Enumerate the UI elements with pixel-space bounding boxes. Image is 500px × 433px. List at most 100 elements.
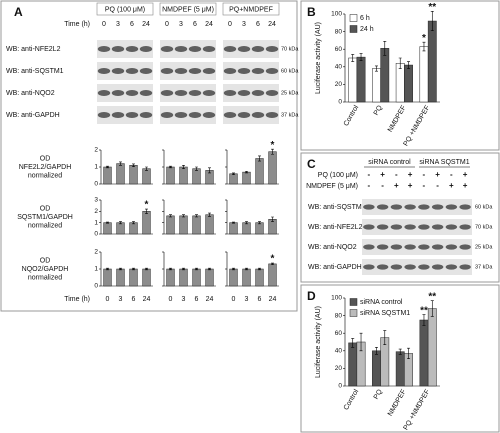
- error-bar: [119, 267, 122, 271]
- x-tick-label: PQ: [373, 104, 384, 117]
- blot-band: [418, 244, 430, 250]
- error-bar: [383, 330, 387, 345]
- y-axis-label: NFE2L2/GAPDH: [19, 164, 72, 171]
- kda-marker: 70 kDa: [281, 46, 299, 52]
- error-bar: [359, 332, 363, 352]
- bar: [129, 268, 138, 287]
- treatment-sign: -: [423, 181, 426, 190]
- blot: [362, 219, 472, 235]
- blot-band: [111, 46, 125, 52]
- significance-mark: *: [145, 200, 149, 211]
- bar: [142, 168, 151, 185]
- y-tick-label: 100: [331, 295, 342, 302]
- time-label: 6: [132, 296, 136, 303]
- blot-band: [237, 112, 251, 118]
- blot: [160, 40, 216, 58]
- x-tick-label: Control: [343, 388, 361, 411]
- y-tick-label: 0: [94, 181, 98, 188]
- time-axis-label: Time (h): [64, 296, 90, 303]
- bar: [268, 263, 277, 287]
- blot-band: [174, 46, 188, 52]
- blot-band: [459, 244, 471, 250]
- panel-label: B: [307, 5, 316, 19]
- y-axis-label: SQSTM1/GAPDH: [17, 214, 73, 221]
- bar: [116, 163, 125, 185]
- blot-band: [390, 244, 403, 250]
- group-label: NMDPEF (5 μM): [162, 6, 214, 13]
- error-bar: [232, 267, 235, 271]
- blot-band: [160, 112, 174, 118]
- bar: [395, 63, 405, 103]
- error-bar: [430, 11, 434, 32]
- treatment-sign: +: [380, 170, 385, 179]
- panel-a-frame: [0, 0, 298, 312]
- time-label: 24: [206, 296, 214, 303]
- legend-swatch: [349, 25, 358, 33]
- blot-band: [202, 46, 216, 52]
- bar: [179, 268, 188, 287]
- panel-label: D: [307, 289, 316, 303]
- bar: [242, 222, 251, 235]
- error-bar: [169, 214, 172, 218]
- x-tick-label: PQ +NMDPEF: [403, 388, 432, 431]
- blot-band: [125, 112, 139, 118]
- time-label: 24: [143, 296, 151, 303]
- blot-band: [174, 68, 188, 74]
- error-bar: [145, 208, 148, 214]
- blot-band: [223, 112, 237, 118]
- bar: [419, 319, 429, 387]
- x-tick-label: NMDPEF: [387, 104, 408, 133]
- blot-band: [431, 224, 444, 230]
- blot-band: [390, 264, 403, 270]
- y-axis-label: Luciferase activity (AU): [315, 22, 322, 94]
- blot-band: [418, 224, 430, 230]
- time-label: 0: [106, 296, 110, 303]
- blot-band: [97, 46, 111, 52]
- error-bar: [383, 40, 387, 56]
- error-bar: [195, 214, 198, 218]
- kda-marker: 60 kDa: [475, 204, 493, 210]
- treatment-sign: +: [408, 181, 413, 190]
- error-bar: [208, 212, 211, 217]
- time-label: 24: [269, 296, 277, 303]
- bar: [142, 268, 151, 287]
- blot-band: [188, 112, 202, 118]
- time-label: 3: [116, 21, 120, 28]
- blot-band: [445, 244, 458, 250]
- wb-label: WB: anti-NFE2L2: [308, 224, 363, 231]
- blot-band: [174, 90, 188, 96]
- wb-label: WB: anti-NQO2: [6, 90, 55, 97]
- blot-band: [160, 46, 174, 52]
- panel-c-frame: [300, 152, 500, 283]
- blot-band: [445, 264, 458, 270]
- blot-band: [418, 204, 430, 210]
- legend-label: 24 h: [360, 26, 374, 33]
- blot-band: [139, 46, 153, 52]
- bar: [229, 173, 238, 185]
- blot-band: [376, 224, 389, 230]
- bar: [166, 166, 175, 185]
- bar: [255, 222, 264, 235]
- blot-band: [237, 68, 251, 74]
- y-tick-label: 20: [335, 365, 343, 372]
- error-bar: [374, 65, 378, 72]
- treatment-sign: +: [408, 170, 413, 179]
- legend-swatch: [349, 309, 358, 317]
- blot: [97, 84, 153, 102]
- error-bar: [106, 221, 109, 224]
- y-tick-label: 0: [94, 231, 98, 238]
- blot: [362, 259, 472, 275]
- x-tick-label: Control: [343, 104, 361, 127]
- legend-label: siRNA SQSTM1: [360, 310, 410, 317]
- blot: [97, 106, 153, 124]
- blot-band: [237, 46, 251, 52]
- panel-b-frame: [300, 0, 500, 151]
- y-tick-label: 2: [94, 208, 98, 215]
- error-bar: [258, 267, 261, 271]
- error-bar: [132, 163, 135, 167]
- error-bar: [208, 267, 211, 271]
- y-axis-label: OD: [40, 257, 51, 264]
- wb-label: WB: anti-SQSTM1: [6, 68, 64, 75]
- blot-band: [431, 244, 444, 250]
